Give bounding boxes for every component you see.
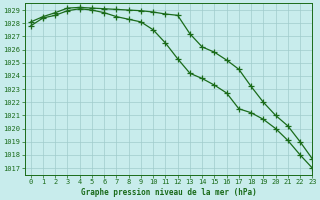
X-axis label: Graphe pression niveau de la mer (hPa): Graphe pression niveau de la mer (hPa) — [81, 188, 256, 197]
